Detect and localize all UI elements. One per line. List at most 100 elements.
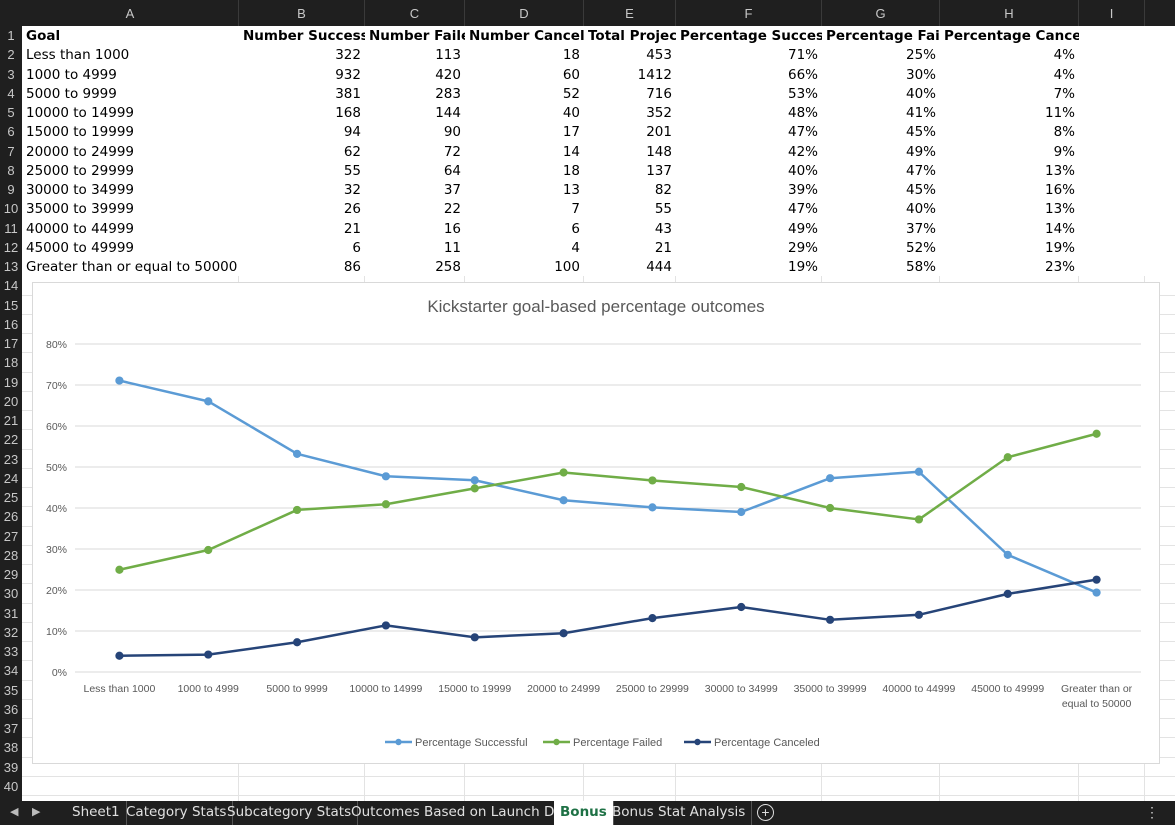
more-options-icon[interactable]: ⋮ [1145, 804, 1159, 820]
data-point[interactable] [559, 629, 568, 638]
column-title[interactable]: Percentage Canceled [944, 28, 1079, 44]
row-header[interactable]: 34 [3, 663, 19, 679]
column-title[interactable]: Number Canceled [469, 28, 584, 44]
row-header[interactable]: 33 [3, 644, 19, 659]
data-point[interactable] [204, 397, 213, 406]
table-cell[interactable]: 453 [646, 47, 672, 64]
table-cell[interactable]: 444 [646, 259, 672, 275]
row-header[interactable]: 41 [0, 796, 22, 801]
table-cell[interactable]: 37% [905, 220, 936, 237]
data-point[interactable] [1092, 575, 1101, 584]
table-cell[interactable]: 42% [787, 143, 818, 160]
table-cell[interactable]: 45% [905, 182, 936, 198]
table-cell[interactable]: 14% [1044, 220, 1075, 237]
table-cell[interactable]: 26 [343, 201, 361, 218]
row-header[interactable]: 9 [7, 182, 15, 197]
table-cell[interactable]: 53% [787, 85, 818, 102]
row-header[interactable]: 37 [3, 721, 19, 736]
row-header[interactable]: 19 [3, 374, 19, 390]
tab-category-stats[interactable]: Category Stats [120, 801, 234, 825]
table-cell[interactable]: 352 [646, 105, 672, 121]
table-cell[interactable]: 283 [435, 85, 461, 102]
table-cell[interactable]: 23% [1044, 259, 1075, 275]
table-cell[interactable]: 94 [343, 124, 361, 141]
table-cell[interactable]: 100 [554, 259, 580, 275]
data-point[interactable] [1003, 550, 1012, 559]
tab-outcomes-launch-date[interactable]: Outcomes Based on Launch Date [345, 801, 584, 825]
data-point[interactable] [381, 621, 391, 630]
table-cell[interactable]: 66% [787, 66, 818, 83]
data-point[interactable] [1092, 429, 1101, 438]
legend-label[interactable]: Percentage Canceled [714, 737, 820, 749]
column-header-f[interactable]: F [676, 0, 822, 26]
table-cell[interactable]: 40% [905, 85, 936, 102]
table-cell[interactable]: 22 [443, 201, 461, 218]
row-header[interactable]: 11 [4, 220, 18, 236]
table-cell[interactable]: 6 [352, 239, 361, 256]
data-point[interactable] [292, 449, 302, 458]
column-header-b[interactable]: B [239, 0, 365, 26]
data-point[interactable] [470, 476, 479, 485]
table-cell[interactable]: 10000 to 14999 [26, 105, 135, 121]
data-point[interactable] [648, 614, 657, 623]
row-header[interactable]: 27 [3, 528, 19, 544]
table-cell[interactable]: 21 [343, 220, 361, 237]
data-point[interactable] [115, 565, 124, 574]
row-header[interactable]: 20 [3, 393, 19, 409]
table-cell[interactable]: 9% [1053, 143, 1075, 160]
column-header-e[interactable]: E [584, 0, 676, 26]
table-cell[interactable]: 71% [787, 47, 818, 64]
table-cell[interactable]: 55 [654, 201, 672, 218]
row-header[interactable]: 21 [3, 413, 19, 428]
table-cell[interactable]: 64 [443, 162, 461, 179]
table-cell[interactable]: 45% [905, 124, 936, 141]
tab-bonus[interactable]: Bonus [554, 801, 614, 825]
row-header[interactable]: 4 [7, 85, 15, 101]
table-cell[interactable]: 18 [562, 162, 580, 179]
scroll-right-icon[interactable]: ▶ [32, 806, 41, 818]
table-cell[interactable]: 55 [343, 162, 361, 179]
row-header[interactable]: 5 [7, 105, 15, 120]
column-title[interactable]: Number Failed [369, 28, 465, 44]
table-cell[interactable]: 48% [787, 105, 818, 121]
table-cell[interactable]: 32 [343, 182, 361, 198]
line-chart[interactable]: Kickstarter goal-based percentage outcom… [32, 282, 1160, 764]
table-cell[interactable]: 30000 to 34999 [26, 182, 135, 198]
legend-label[interactable]: Percentage Failed [573, 737, 662, 749]
column-title[interactable]: Percentage Failed [826, 28, 940, 44]
column-header-d[interactable]: D [465, 0, 584, 26]
table-cell[interactable]: 82 [654, 182, 672, 198]
row-header[interactable]: 40 [3, 778, 19, 794]
table-cell[interactable]: 6 [571, 220, 580, 237]
table-cell[interactable]: 113 [435, 47, 461, 64]
table-cell[interactable]: 716 [646, 85, 672, 102]
table-cell[interactable]: 40000 to 44999 [26, 220, 135, 237]
table-cell[interactable]: 8% [1053, 124, 1075, 141]
row-header[interactable]: 3 [7, 66, 15, 82]
table-cell[interactable]: 1000 to 4999 [26, 66, 117, 83]
data-point[interactable] [914, 610, 924, 619]
series-line[interactable] [119, 578, 1097, 657]
table-cell[interactable]: 29% [787, 239, 818, 256]
table-cell[interactable]: 43 [654, 220, 672, 237]
table-cell[interactable]: 30% [905, 66, 936, 83]
table-cell[interactable]: 13% [1044, 162, 1075, 179]
column-header-a[interactable]: A [22, 0, 239, 26]
table-cell[interactable]: 144 [435, 105, 461, 121]
column-header-c[interactable]: C [365, 0, 465, 26]
row-header[interactable]: 30 [3, 586, 19, 602]
table-cell[interactable]: 40% [787, 162, 818, 179]
table-cell[interactable]: Less than 1000 [26, 47, 130, 64]
table-cell[interactable]: 16% [1044, 182, 1075, 198]
row-header[interactable]: 36 [3, 701, 19, 717]
table-cell[interactable]: 1412 [637, 66, 672, 83]
table-cell[interactable]: 37 [443, 182, 461, 198]
column-header-i[interactable]: I [1079, 0, 1145, 26]
table-cell[interactable]: 35000 to 39999 [26, 201, 135, 218]
data-point[interactable] [470, 633, 479, 642]
row-header[interactable]: 32 [3, 624, 19, 640]
row-header[interactable]: 2 [7, 47, 15, 63]
data-point[interactable] [470, 484, 479, 493]
column-title[interactable]: Goal [26, 28, 61, 44]
data-point[interactable] [115, 651, 124, 660]
